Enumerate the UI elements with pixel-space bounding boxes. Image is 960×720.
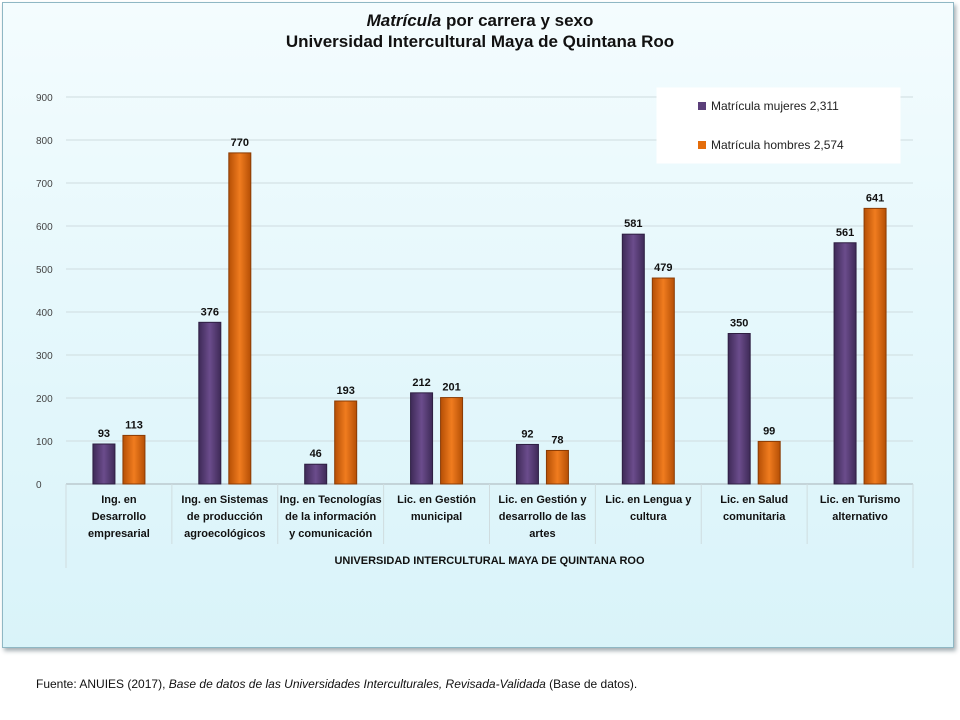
bar-data-label: 479 (654, 262, 672, 274)
source-note: Fuente: ANUIES (2017), Base de datos de … (36, 677, 637, 691)
y-tick-label: 0 (36, 480, 42, 491)
bar-data-label: 46 (310, 448, 322, 460)
x-tick-label: Ing. en Sistemas de producción agroecológi… (181, 494, 268, 540)
bar-series-1 (410, 392, 434, 485)
chart-title-italic: Matrícula (366, 11, 442, 30)
bar-series-2 (228, 152, 252, 485)
bar-data-label: 93 (98, 428, 110, 440)
bar-series-1 (198, 321, 222, 485)
x-tick-label: Ing. en Desarrollo empresarial (88, 494, 150, 540)
bar-data-label: 561 (836, 227, 854, 239)
y-tick-label: 500 (36, 265, 53, 276)
x-tick-label: Lic. en Lengua y cultura (605, 494, 692, 523)
bar-series-2 (545, 449, 569, 485)
bar-data-label: 350 (730, 318, 748, 330)
bar-series-1 (92, 443, 116, 485)
bar-series-1 (833, 242, 857, 485)
legend-label: Matrícula mujeres 2,311 (711, 99, 839, 113)
bar-series-2 (863, 207, 887, 485)
bar-series-1 (727, 333, 751, 485)
bar-series-2 (334, 400, 358, 485)
bar-data-label: 376 (201, 306, 219, 318)
bar-series-2 (440, 397, 464, 485)
legend-swatch-series-2 (698, 141, 706, 149)
source-suffix: (Base de datos). (545, 677, 638, 691)
source-prefix: Fuente: ANUIES (2017), (36, 677, 169, 691)
bar-data-label: 99 (763, 425, 775, 437)
y-tick-label: 600 (36, 222, 53, 233)
x-tick-label: Lic. en Salud comunitaria (720, 494, 788, 523)
bar-series-2 (122, 434, 146, 485)
y-tick-label: 900 (36, 93, 53, 104)
x-axis-label: UNIVERSIDAD INTERCULTURAL MAYA DE QUINTA… (334, 555, 644, 567)
chart-title-block: Matrícula por carrera y sexo Universidad… (0, 10, 960, 52)
bar-data-label: 581 (624, 218, 642, 230)
chart-subtitle: Universidad Intercultural Maya de Quinta… (285, 32, 675, 51)
legend-swatch-series-1 (698, 102, 706, 110)
bar-series-1 (515, 443, 539, 485)
y-tick-label: 800 (36, 136, 53, 147)
bar-data-label: 770 (231, 137, 249, 149)
bar-series-1 (621, 233, 645, 485)
y-tick-label: 400 (36, 308, 53, 319)
legend-box (656, 87, 901, 164)
bar-data-label: 92 (521, 428, 533, 440)
bar-series-2 (651, 277, 675, 485)
bar-series-1 (304, 463, 328, 485)
x-tick-label: Ing. en Tecnologías de la información y co… (280, 494, 382, 540)
legend-label: Matrícula hombres 2,574 (711, 138, 844, 152)
bar-series-2 (757, 440, 781, 485)
y-tick-label: 100 (36, 437, 53, 448)
y-tick-label: 200 (36, 394, 53, 405)
bar-data-label: 113 (125, 419, 143, 431)
chart-title: Matrícula por carrera y sexo (0, 10, 960, 31)
y-tick-label: 300 (36, 351, 53, 362)
bar-chart: 0 100 200 300 400 500 600 700 800 900 93 376 46 212 92… (36, 87, 914, 568)
x-tick-label: Lic. en Gestión y desarrollo de las artes (498, 494, 587, 540)
bar-data-label: 641 (866, 192, 884, 204)
y-tick-label: 700 (36, 179, 53, 190)
bar-data-label: 193 (337, 385, 355, 397)
bar-data-label: 78 (551, 434, 563, 446)
x-tick-label: Lic. en Gestión municipal (397, 494, 476, 523)
x-tick-label: Lic. en Turismo alternativo (820, 494, 901, 523)
bar-data-label: 212 (412, 377, 430, 389)
source-italic: Base de datos de las Universidades Inter… (168, 677, 546, 691)
chart-title-rest: por carrera y sexo (441, 11, 594, 30)
bar-data-label: 201 (442, 382, 460, 394)
